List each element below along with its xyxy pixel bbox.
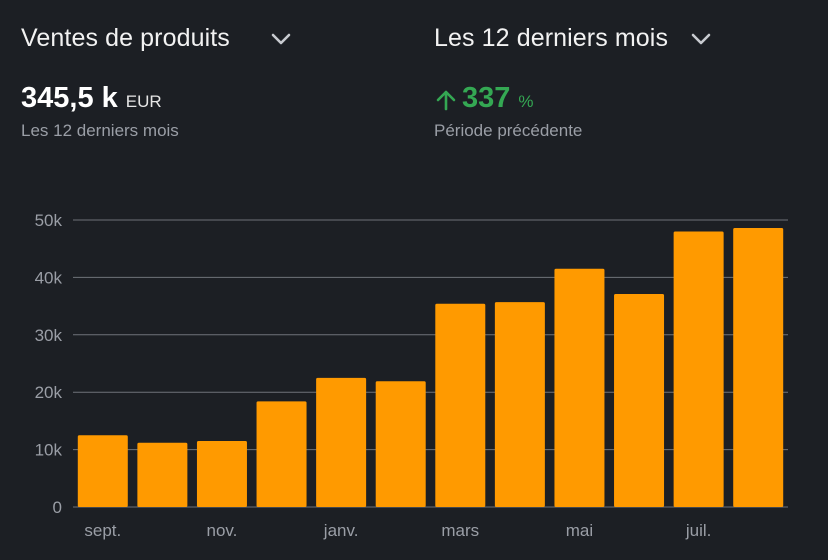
y-axis-tick-labels: 0 10k 20k 30k 40k 50k	[35, 211, 63, 517]
chevron-down-icon	[271, 33, 291, 44]
grid-lines	[73, 219, 788, 508]
period-dropdown[interactable]: Les 12 derniers mois	[434, 24, 712, 53]
y-tick-label: 40k	[35, 268, 63, 287]
y-tick-label: 50k	[35, 211, 63, 230]
x-axis-tick-labels: sept. nov. janv. mars mai juil.	[84, 521, 711, 540]
total-sales-value: 345,5 k	[21, 82, 118, 114]
change-value: 337	[462, 82, 511, 114]
x-tick-label: janv.	[323, 521, 359, 540]
bars	[77, 228, 784, 508]
total-sales-stat: 345,5 k EUR Les 12 derniers mois	[21, 82, 179, 141]
y-tick-label: 10k	[35, 441, 63, 460]
change-stat: 337 % Période précédente	[434, 82, 582, 141]
x-tick-label: mai	[566, 521, 593, 540]
total-sales-caption: Les 12 derniers mois	[21, 121, 179, 140]
y-tick-label: 30k	[35, 326, 63, 345]
change-caption: Période précédente	[434, 121, 583, 140]
metric-dropdown-label: Ventes de produits	[21, 24, 230, 52]
bar-mai[interactable]	[554, 268, 605, 507]
bar-janv[interactable]	[316, 377, 367, 507]
x-tick-label: sept.	[84, 521, 121, 540]
total-sales-unit: EUR	[125, 92, 162, 111]
chevron-down-icon	[691, 33, 711, 44]
bar-août[interactable]	[733, 228, 784, 507]
y-tick-label: 20k	[35, 383, 63, 402]
x-tick-label: mars	[441, 521, 479, 540]
change-unit: %	[518, 92, 534, 111]
sales-bar-chart: 0 10k 20k 30k 40k 50k sept. nov. janv. mars mai ju…	[35, 211, 788, 540]
bar-avr[interactable]	[494, 302, 545, 507]
metric-dropdown[interactable]: Ventes de produits	[21, 24, 292, 53]
x-tick-label: nov.	[207, 521, 238, 540]
bar-sept[interactable]	[77, 435, 128, 507]
arrow-up-icon	[436, 90, 456, 111]
bar-mars[interactable]	[435, 303, 486, 507]
bar-juin[interactable]	[614, 294, 665, 507]
bar-nov[interactable]	[196, 440, 247, 507]
bar-juil[interactable]	[673, 231, 724, 508]
period-dropdown-label: Les 12 derniers mois	[434, 24, 669, 52]
bar-oct[interactable]	[137, 442, 188, 507]
bar-déc[interactable]	[256, 401, 307, 507]
x-tick-label: juil.	[685, 521, 712, 540]
bar-févr[interactable]	[375, 381, 426, 507]
y-tick-label: 0	[53, 498, 62, 517]
